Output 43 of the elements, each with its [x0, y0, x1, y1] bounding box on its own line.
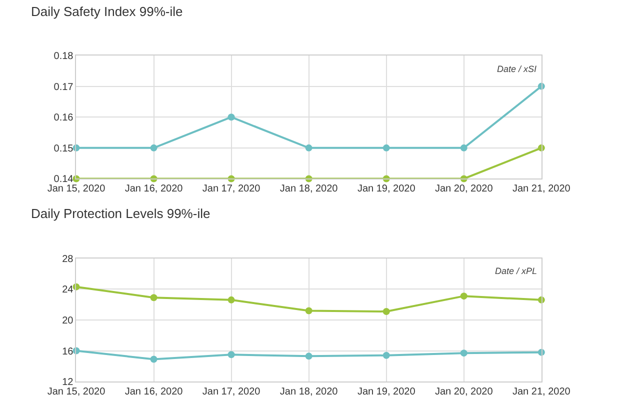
y-tick-label: 0.17 — [54, 82, 74, 93]
x-tick-label: Jan 20, 2020 — [434, 386, 494, 398]
annotation: Date / xSI — [497, 64, 538, 74]
x-tick-label: Jan 19, 2020 — [357, 386, 416, 398]
x-tick-label: Jan 18, 2020 — [280, 184, 338, 195]
x-tick-label: Jan 18, 2020 — [280, 386, 338, 398]
x-tick-label: Jan 19, 2020 — [357, 184, 416, 195]
point — [228, 114, 235, 121]
chart-title: Daily Protection Levels 99%-ile — [31, 206, 210, 221]
x-tick-label: Jan 16, 2020 — [124, 184, 184, 195]
point — [460, 144, 468, 152]
point — [150, 294, 158, 302]
chart-title: Daily Safety Index 99%-ile — [31, 4, 183, 19]
x-tick-label: Jan 20, 2020 — [434, 184, 494, 195]
point — [150, 144, 158, 152]
y-tick-label: 12 — [62, 377, 74, 388]
x-tick-label: Jan 15, 2020 — [47, 386, 106, 398]
point — [305, 144, 312, 152]
y-tick-label: 24 — [62, 284, 74, 296]
point — [382, 308, 390, 315]
y-tick-label: 28 — [62, 254, 74, 265]
y-tick-label: 20 — [62, 315, 74, 326]
annotation: Date / xPL — [495, 266, 538, 276]
y-tick-label: 16 — [62, 346, 74, 358]
y-tick-label: 0.14 — [54, 174, 74, 186]
point — [460, 292, 468, 300]
point — [305, 307, 312, 314]
x-tick-label: Jan 15, 2020 — [47, 184, 106, 195]
y-tick-label: 0.15 — [54, 143, 74, 154]
point — [305, 352, 312, 360]
point — [382, 352, 390, 359]
x-tick-label: Jan 17, 2020 — [202, 386, 261, 398]
point — [382, 144, 390, 152]
point — [150, 356, 158, 363]
point — [228, 296, 235, 304]
y-tick-label: 0.16 — [54, 112, 74, 124]
y-tick-label: 0.18 — [54, 50, 74, 62]
point — [460, 350, 468, 357]
x-tick-label: Jan 21, 2020 — [512, 386, 571, 398]
x-tick-label: Jan 16, 2020 — [124, 386, 184, 398]
x-tick-label: Jan 17, 2020 — [202, 184, 261, 195]
point — [228, 351, 235, 358]
x-tick-label: Jan 21, 2020 — [512, 184, 571, 195]
